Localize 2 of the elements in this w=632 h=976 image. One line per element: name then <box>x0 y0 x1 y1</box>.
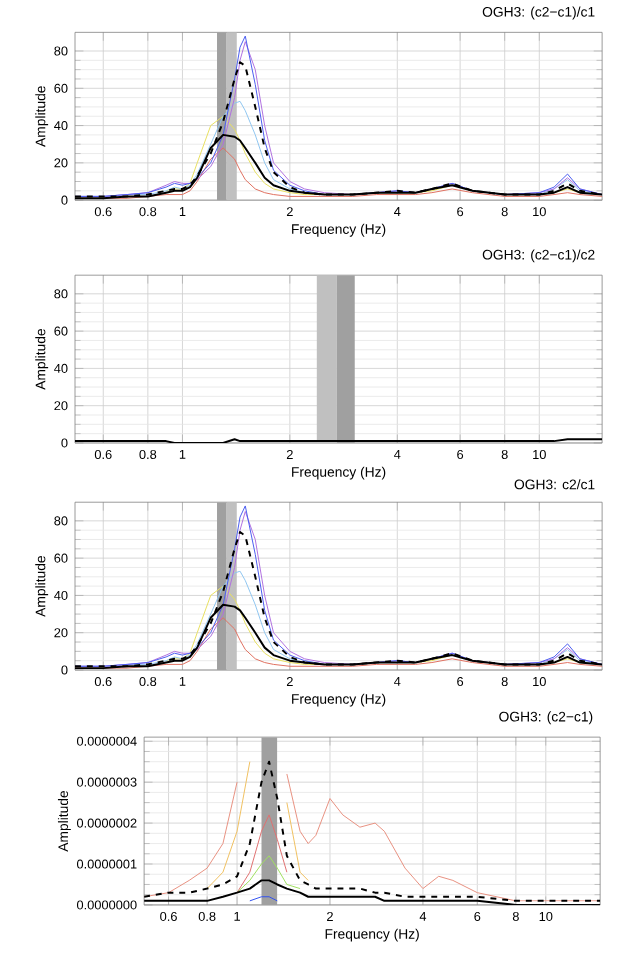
line-series <box>236 855 301 894</box>
line-series <box>236 814 288 894</box>
